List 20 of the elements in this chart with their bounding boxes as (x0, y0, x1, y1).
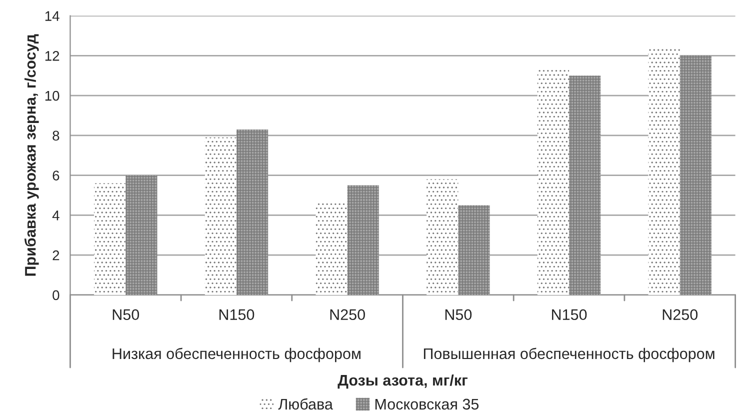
y-tick-label: 10 (45, 90, 60, 101)
y-tick-label: 0 (52, 290, 60, 300)
x-tick-label: N150 (219, 309, 254, 320)
x-tick-label: N150 (552, 309, 587, 320)
text: Низкая обеспеченность фосфором (112, 348, 360, 362)
x-tick-label: N50 (112, 309, 140, 320)
y-tick-label: 6 (52, 170, 60, 180)
y-axis-title: Прибавка урожая зерна, г/сосуд (24, 34, 39, 276)
x-tick-label: N50 (445, 309, 472, 320)
y-tick-label: 12 (45, 51, 60, 61)
x-axis-title: Дозы азота, мг/кг (338, 374, 468, 389)
y-tick-label: 14 (45, 11, 60, 21)
text: Повышенная обеспеченность фосфором (424, 348, 714, 362)
x-tick-label: N250 (662, 309, 698, 320)
legend-label: Московская 35 (375, 398, 479, 410)
legend-label: Любава (278, 398, 333, 410)
y-tick-label: 2 (52, 250, 60, 260)
y-tick-label: 8 (52, 130, 60, 141)
y-tick-label: 4 (52, 210, 60, 220)
x-tick-label: N250 (330, 309, 365, 320)
